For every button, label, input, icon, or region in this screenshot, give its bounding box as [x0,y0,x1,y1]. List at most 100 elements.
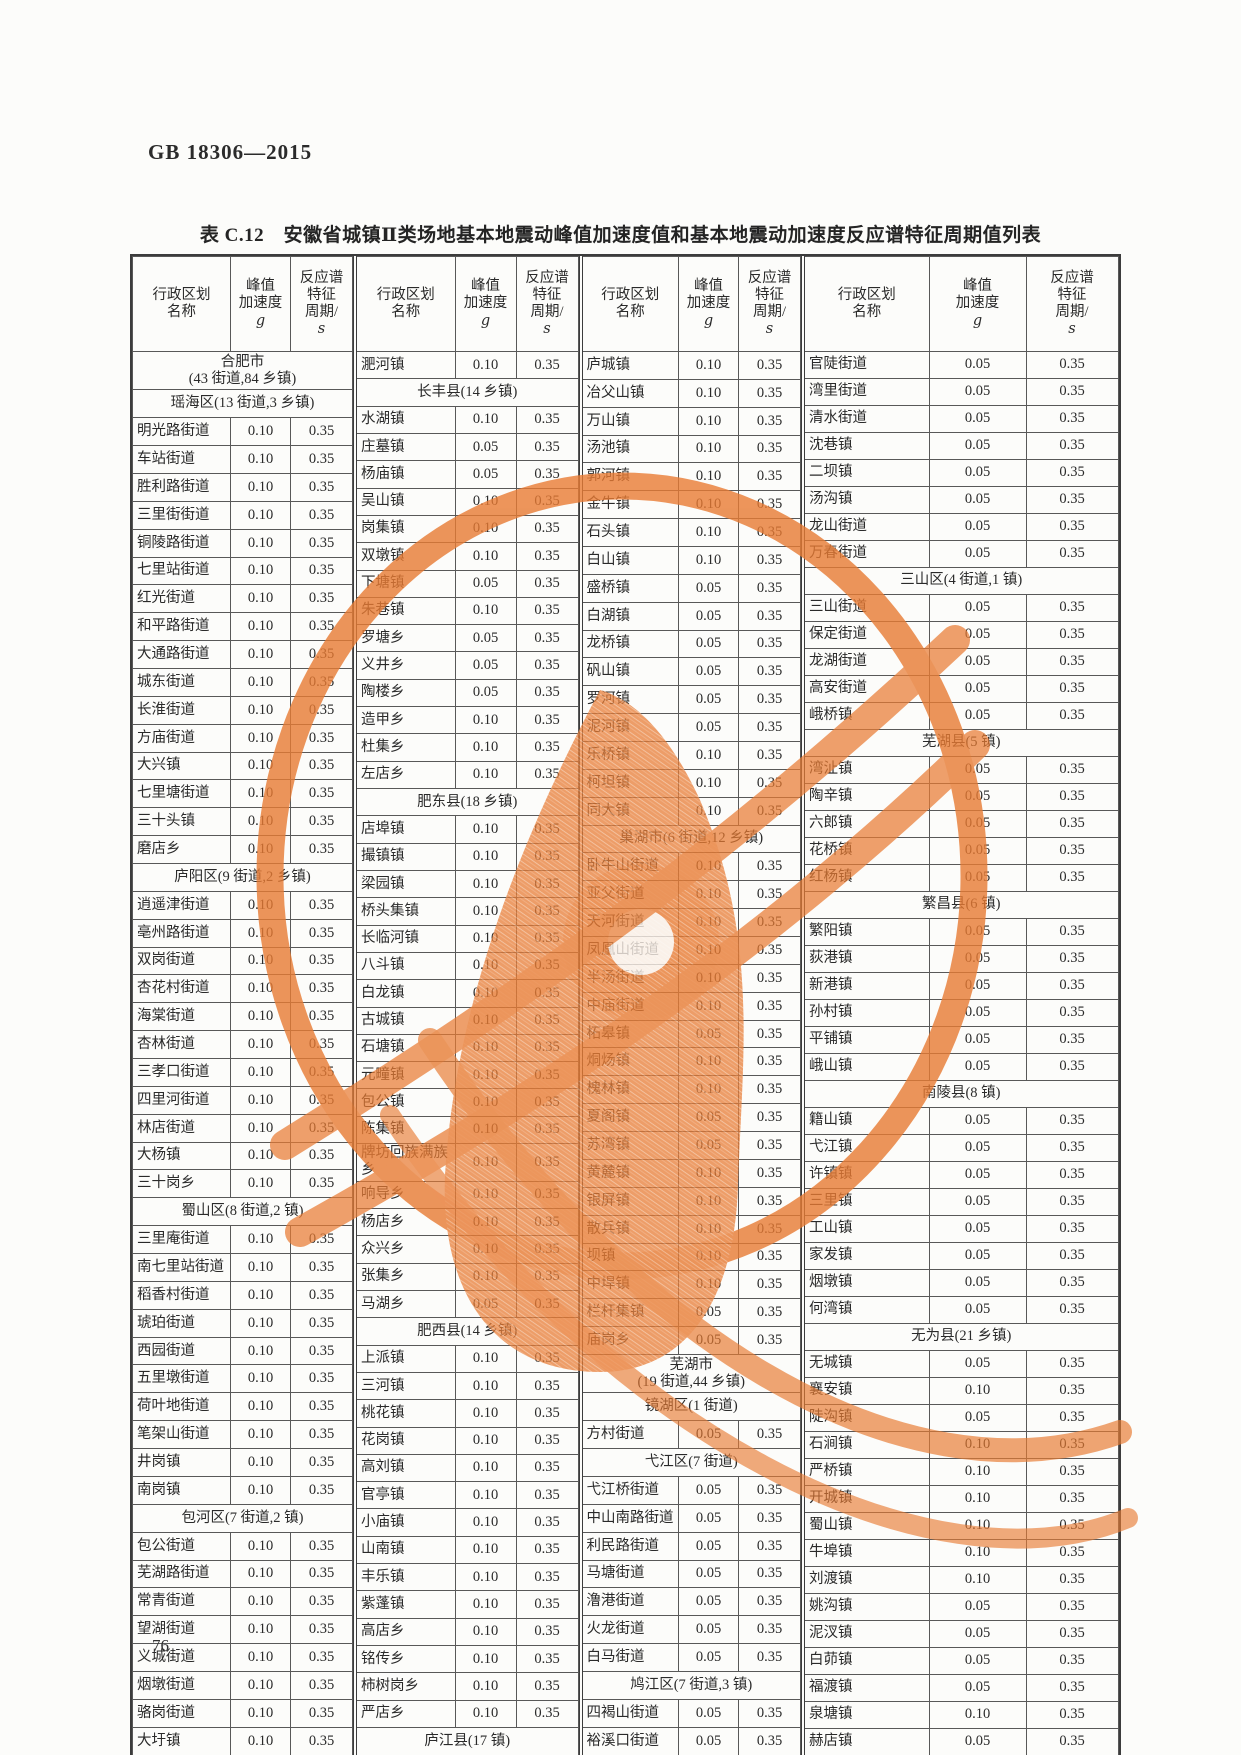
division-name: 银屏镇 [580,1186,679,1216]
division-name: 红杨镇 [802,864,930,892]
section-span-row: 弋江区(7 街道) [580,1448,801,1477]
section-span-row: 包河区(7 街道,2 镇) [132,1503,353,1533]
accel-value: 0.10 [454,1061,517,1090]
division-name: 铭传乡 [354,1645,456,1674]
table-group-4: 行政区划 名称 峰值 加速度 g 反应谱 特征 周期/ s 官陡街道 0.05 0.35 湾… [801,256,1119,1755]
table-row: 双墩镇 0.10 0.35 [354,542,579,571]
accel-value: 0.10 [928,1485,1027,1513]
period-value: 0.35 [738,1242,801,1272]
table-row: 三河镇 0.10 0.35 [354,1371,579,1401]
accel-value: 0.10 [678,1186,739,1216]
period-value: 0.35 [515,1143,579,1182]
accel-value: 0.10 [678,378,739,408]
period-value: 0.35 [738,573,801,603]
table-row: 刘渡镇 0.10 0.35 [802,1566,1119,1594]
accel-value: 0.05 [928,459,1027,487]
period-value: 0.35 [290,500,353,530]
accel-value: 0.10 [454,1143,517,1182]
period-value: 0.35 [290,946,353,976]
table-row: 石头镇 0.10 0.35 [580,518,801,548]
accel-value: 0.10 [678,991,739,1021]
table-row: 苏湾镇 0.05 0.35 [580,1131,801,1160]
table-row: 荷叶地街道 0.10 0.35 [132,1392,353,1422]
table-row: 白山镇 0.10 0.35 [580,546,801,575]
section-span-row: 瑶海区(13 街道,3 乡镇) [132,389,353,419]
period-value: 0.35 [290,528,353,558]
division-name: 杏花村街道 [132,974,231,1004]
section-span-row: 蜀山区(8 街道,2 镇) [132,1197,353,1227]
table-row: 赫店镇 0.05 0.35 [802,1728,1119,1755]
division-name: 矾山镇 [580,657,679,687]
table-row: 车站街道 0.10 0.35 [132,445,353,474]
division-name: 车站街道 [132,445,231,474]
table-row: 五里墩街道 0.10 0.35 [132,1364,353,1394]
period-value: 0.35 [515,1481,579,1510]
table-row: 陡沟镇 0.05 0.35 [802,1404,1119,1432]
period-value: 0.35 [1025,1566,1119,1594]
table-row: 大圩镇 0.10 0.35 [132,1726,353,1755]
division-name: 中庙街道 [580,991,679,1021]
division-name: 三里街街道 [132,500,231,530]
accel-value: 0.10 [454,897,517,926]
division-name: 白湖镇 [580,601,679,631]
period-value: 0.35 [1025,1107,1119,1135]
accel-value: 0.10 [678,518,739,548]
table-row: 六郎镇 0.05 0.35 [802,810,1119,838]
division-name: 双岗街道 [132,946,231,976]
period-value: 0.35 [290,556,353,586]
division-name: 磨店乡 [132,835,231,865]
period-value: 0.35 [515,487,579,516]
section-header: 庐江县(17 镇) [354,1726,579,1755]
section-header: 巢湖市(6 街道,12 乡镇) [580,824,801,854]
period-value: 0.35 [290,1420,353,1450]
table-row: 明光路街道 0.10 0.35 [132,417,353,447]
division-name: 籍山镇 [802,1107,930,1135]
table-row: 水湖镇 0.10 0.35 [354,405,579,434]
table-row: 三山街道 0.05 0.35 [802,594,1119,622]
table-row: 紫蓬镇 0.10 0.35 [354,1590,579,1619]
section-span-row: 芜湖市 (19 街道,44 乡镇) [580,1353,801,1394]
period-value: 0.35 [738,378,801,408]
accel-value: 0.10 [454,1426,517,1455]
division-name: 响导乡 [354,1180,456,1210]
table-row: 烟墩镇 0.05 0.35 [802,1269,1119,1297]
accel-value: 0.10 [454,1508,517,1537]
accel-value: 0.10 [454,733,517,762]
period-value: 0.35 [515,1088,579,1117]
division-name: 陈集镇 [354,1115,456,1145]
division-name: 张集乡 [354,1262,456,1291]
period-value: 0.35 [1025,1647,1119,1675]
period-value: 0.35 [1025,1161,1119,1189]
table-row: 朱巷镇 0.10 0.35 [354,596,579,626]
division-name: 罗塘乡 [354,624,456,653]
division-name: 白山镇 [580,546,679,575]
period-value: 0.35 [738,1643,801,1672]
period-value: 0.35 [738,462,801,492]
period-value: 0.35 [290,1587,353,1617]
accel-value: 0.05 [678,685,739,715]
accel-value: 0.10 [230,528,291,558]
period-value: 0.35 [515,1235,579,1264]
accel-value: 0.10 [454,1481,517,1510]
period-value: 0.35 [1025,702,1119,730]
division-name: 岗集镇 [354,514,456,544]
period-value: 0.35 [1025,1620,1119,1648]
accel-value: 0.10 [230,807,291,837]
division-name: 四里河街道 [132,1085,231,1115]
division-name: 大圩镇 [132,1726,231,1755]
division-name: 严店乡 [354,1699,456,1728]
accel-value: 0.10 [678,406,739,436]
table-row: 严桥镇 0.10 0.35 [802,1458,1119,1486]
header-row: 行政区划 名称 峰值 加速度 g 反应谱 特征 周期/ s [802,256,1119,352]
accel-value: 0.10 [454,1088,517,1117]
table-row: 响导乡 0.10 0.35 [354,1180,579,1210]
accel-value: 0.10 [678,490,739,520]
division-name: 杏林街道 [132,1030,231,1060]
accel-value: 0.05 [928,1647,1027,1675]
period-value: 0.35 [738,1186,801,1216]
table-row: 乐桥镇 0.10 0.35 [580,741,801,770]
table-row: 坝镇 0.10 0.35 [580,1242,801,1272]
accel-value: 0.10 [230,1643,291,1672]
table-row: 三十岗乡 0.10 0.35 [132,1169,353,1199]
division-name: 峨桥镇 [802,702,930,730]
